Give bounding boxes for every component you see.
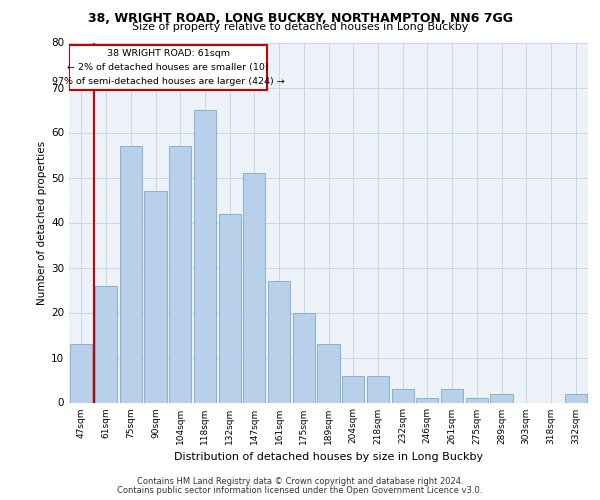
Bar (392, 389, 414, 402)
Text: 38, WRIGHT ROAD, LONG BUCKBY, NORTHAMPTON, NN6 7GG: 38, WRIGHT ROAD, LONG BUCKBY, NORTHAMPTO… (88, 12, 512, 26)
Text: Contains public sector information licensed under the Open Government Licence v3: Contains public sector information licen… (118, 486, 482, 495)
Bar (441, 389, 463, 402)
Bar (243, 173, 265, 402)
Bar (145, 191, 167, 402)
Bar (367, 376, 389, 402)
Bar (194, 110, 216, 403)
Bar (169, 146, 191, 403)
Bar (416, 398, 439, 402)
Bar (317, 344, 340, 403)
Y-axis label: Number of detached properties: Number of detached properties (37, 140, 47, 304)
Bar (95, 286, 117, 403)
Text: Contains HM Land Registry data © Crown copyright and database right 2024.: Contains HM Land Registry data © Crown c… (137, 477, 463, 486)
Bar (490, 394, 512, 402)
Text: Size of property relative to detached houses in Long Buckby: Size of property relative to detached ho… (132, 22, 468, 32)
Bar (268, 281, 290, 402)
Bar (119, 146, 142, 403)
Bar (342, 376, 364, 402)
Bar (565, 394, 587, 402)
X-axis label: Distribution of detached houses by size in Long Buckby: Distribution of detached houses by size … (174, 452, 483, 462)
Bar (218, 214, 241, 402)
Text: 38 WRIGHT ROAD: 61sqm
← 2% of detached houses are smaller (10)
97% of semi-detac: 38 WRIGHT ROAD: 61sqm ← 2% of detached h… (52, 49, 284, 86)
Bar (293, 312, 315, 402)
Bar (466, 398, 488, 402)
FancyBboxPatch shape (70, 45, 267, 90)
Bar (70, 344, 92, 403)
